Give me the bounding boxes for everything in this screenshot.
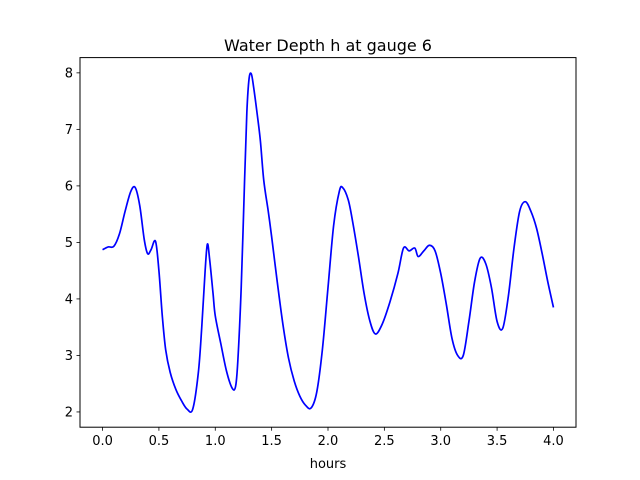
x-tick-label: 0.0 (92, 434, 113, 449)
y-tick-label: 2 (65, 405, 73, 420)
water-depth-line (102, 72, 555, 414)
chart-title: Water Depth h at gauge 6 (224, 36, 432, 55)
x-axis-label: hours (310, 457, 347, 472)
x-tick-label: 1.0 (205, 434, 226, 449)
y-tick-label: 8 (65, 66, 73, 81)
y-tick-label: 3 (65, 349, 73, 364)
y-tick-label: 7 (65, 123, 73, 138)
x-axis: 0.0 0.5 1.0 1.5 2.0 2.5 3.0 3.5 4.0 (92, 427, 564, 449)
x-tick-label: 0.5 (149, 434, 170, 449)
y-axis: 2 3 4 5 6 7 8 (65, 66, 80, 420)
y-tick-label: 4 (65, 292, 73, 307)
x-tick-label: 4.0 (543, 434, 564, 449)
y-tick-label: 6 (65, 179, 73, 194)
x-tick-label: 1.5 (261, 434, 282, 449)
x-tick-label: 3.0 (430, 434, 451, 449)
x-tick-label: 2.0 (318, 434, 339, 449)
y-tick-label: 5 (65, 236, 73, 251)
plot-frame (79, 57, 577, 428)
x-tick-label: 3.5 (487, 434, 508, 449)
x-tick-label: 2.5 (374, 434, 395, 449)
